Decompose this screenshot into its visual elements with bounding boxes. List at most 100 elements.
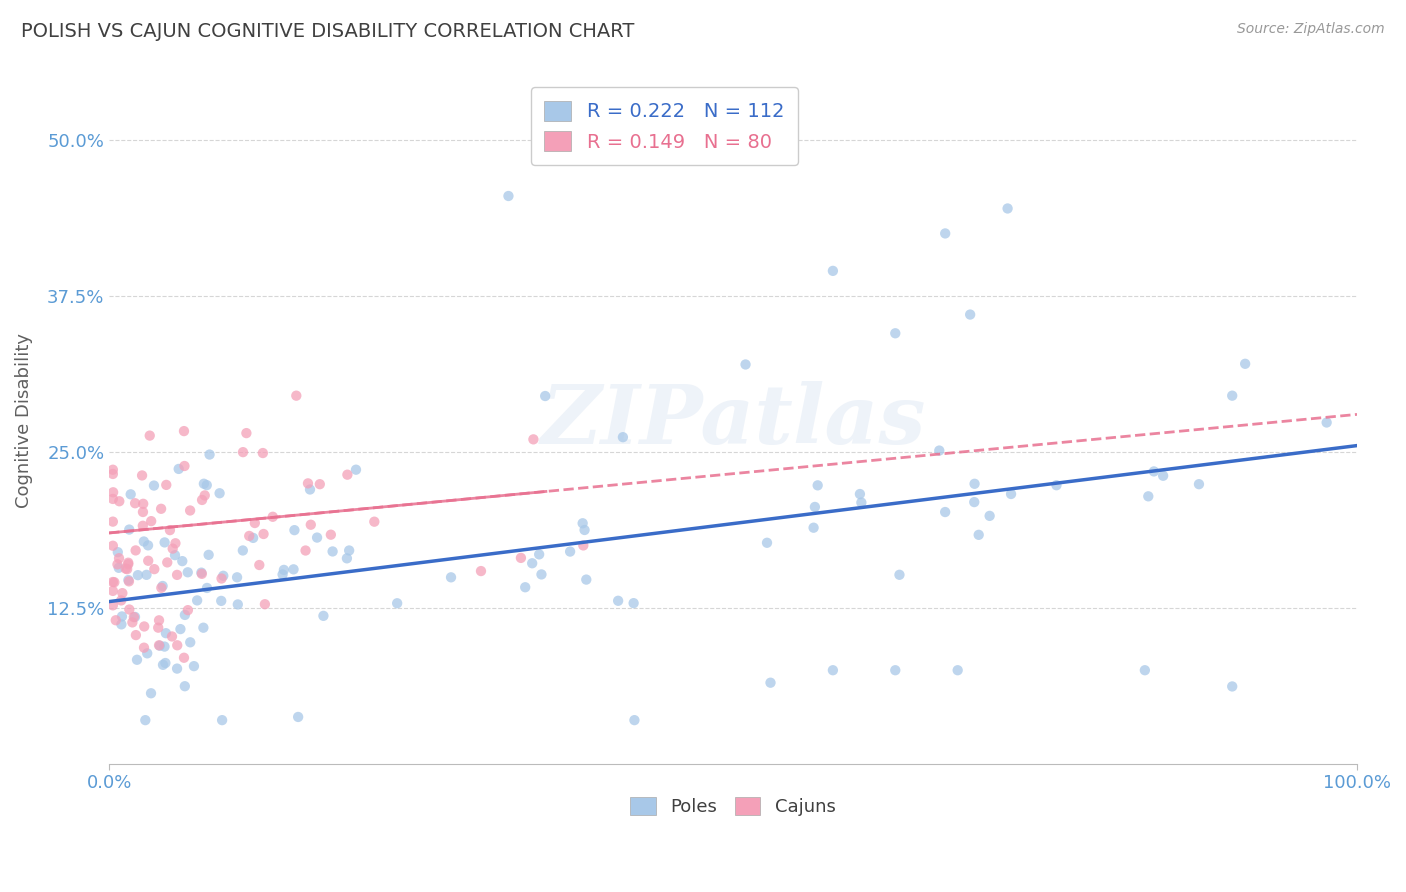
Point <box>101 539 124 553</box>
Point <box>125 628 148 642</box>
Point <box>132 518 155 533</box>
Point <box>558 544 581 558</box>
Y-axis label: Cognitive Disability: Cognitive Disability <box>15 333 32 508</box>
Point <box>756 535 779 549</box>
Point <box>155 478 177 492</box>
Point <box>134 713 156 727</box>
Text: ZIPatlas: ZIPatlas <box>540 381 925 460</box>
Point <box>235 426 257 441</box>
Point <box>1143 464 1166 478</box>
Point <box>125 653 148 667</box>
Point <box>298 483 321 497</box>
Point <box>197 548 219 562</box>
Point <box>120 487 142 501</box>
Point <box>117 573 139 587</box>
Point <box>136 554 159 568</box>
Point <box>226 598 249 612</box>
Point <box>1220 389 1243 403</box>
Point <box>299 517 322 532</box>
Point <box>198 448 221 462</box>
Point <box>136 646 159 660</box>
Point <box>166 567 188 582</box>
Point <box>107 561 129 575</box>
Point <box>132 497 155 511</box>
Point <box>122 610 145 624</box>
Point <box>253 597 276 611</box>
Point <box>173 424 195 438</box>
Point <box>167 462 190 476</box>
Point <box>101 574 124 589</box>
Point <box>470 564 492 578</box>
Point <box>165 536 187 550</box>
Point <box>152 579 174 593</box>
Point <box>530 567 553 582</box>
Point <box>211 572 233 586</box>
Point <box>1137 489 1160 503</box>
Point <box>851 495 873 509</box>
Point <box>238 529 260 543</box>
Text: Source: ZipAtlas.com: Source: ZipAtlas.com <box>1237 22 1385 37</box>
Point <box>1234 357 1257 371</box>
Point <box>148 613 170 627</box>
Point <box>141 514 163 528</box>
Point <box>104 613 127 627</box>
Point <box>285 389 308 403</box>
Text: POLISH VS CAJUN COGNITIVE DISABILITY CORRELATION CHART: POLISH VS CAJUN COGNITIVE DISABILITY COR… <box>21 22 634 41</box>
Point <box>172 554 194 568</box>
Point <box>515 580 537 594</box>
Point <box>262 509 284 524</box>
Point <box>928 443 950 458</box>
Point <box>101 583 124 598</box>
Point <box>946 663 969 677</box>
Point <box>1133 663 1156 677</box>
Point <box>132 640 155 655</box>
Point <box>132 534 155 549</box>
Point <box>135 567 157 582</box>
Point <box>979 508 1001 523</box>
Point <box>124 496 146 510</box>
Point <box>107 558 129 572</box>
Point <box>148 621 170 635</box>
Point <box>191 566 214 581</box>
Point <box>110 617 132 632</box>
Point <box>612 430 634 444</box>
Point <box>110 593 132 607</box>
Point <box>963 495 986 509</box>
Point <box>243 516 266 530</box>
Point <box>121 615 143 630</box>
Point <box>101 463 124 477</box>
Point <box>114 561 136 575</box>
Point <box>1000 487 1022 501</box>
Point <box>252 527 274 541</box>
Point <box>574 523 596 537</box>
Point <box>1316 416 1339 430</box>
Point <box>173 607 195 622</box>
Point <box>173 650 195 665</box>
Point <box>193 476 215 491</box>
Point <box>132 505 155 519</box>
Point <box>101 599 124 613</box>
Point <box>242 531 264 545</box>
Legend: Poles, Cajuns: Poles, Cajuns <box>623 789 844 823</box>
Point <box>522 556 544 570</box>
Point <box>118 574 141 589</box>
Point <box>136 538 159 552</box>
Point <box>572 538 595 552</box>
Point <box>759 675 782 690</box>
Point <box>209 594 232 608</box>
Point <box>111 609 134 624</box>
Point <box>336 551 359 566</box>
Point <box>179 503 201 517</box>
Point <box>153 640 176 654</box>
Point <box>884 663 907 677</box>
Point <box>153 535 176 549</box>
Point <box>117 556 139 570</box>
Point <box>143 478 166 492</box>
Point <box>510 550 533 565</box>
Point <box>191 492 214 507</box>
Point <box>149 639 172 653</box>
Point <box>803 521 825 535</box>
Point <box>226 570 249 584</box>
Point <box>252 446 274 460</box>
Point <box>734 358 756 372</box>
